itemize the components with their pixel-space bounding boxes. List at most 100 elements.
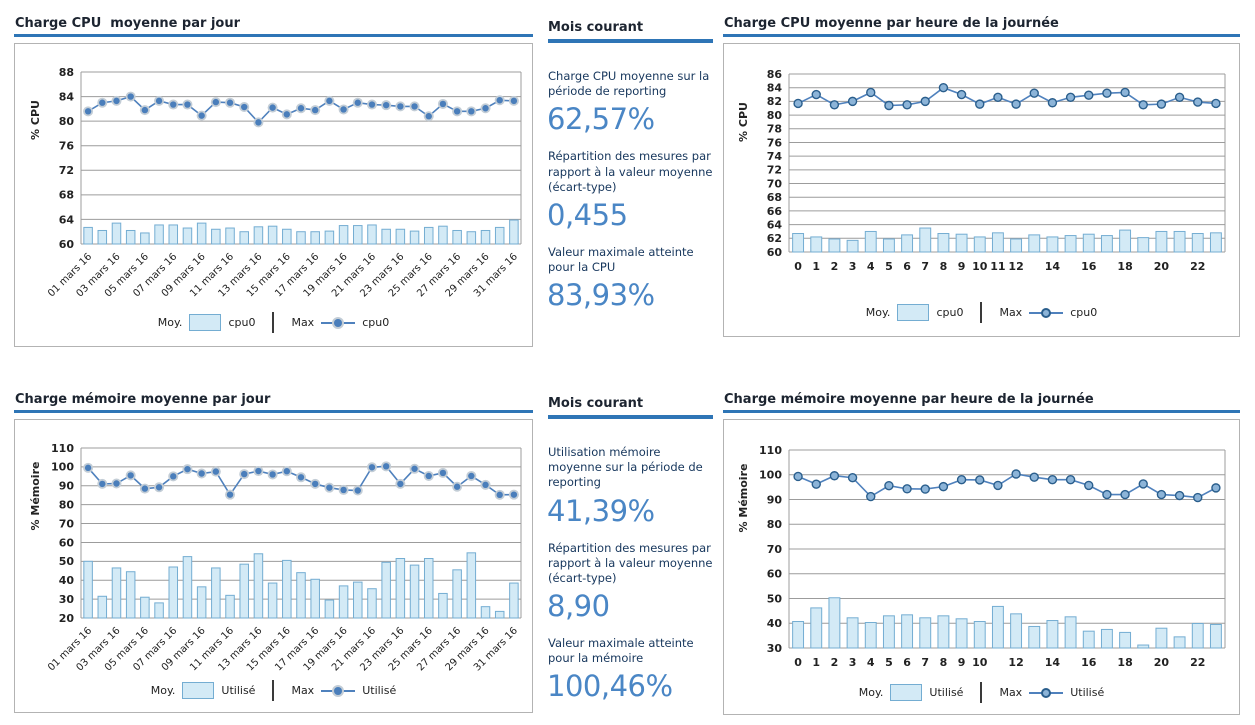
svg-text:14: 14 [1044, 656, 1060, 669]
legend-bar-swatch [182, 682, 215, 699]
legend-bar-swatch [890, 684, 923, 701]
svg-text:16: 16 [1081, 656, 1097, 669]
legend-max-series: Utilisé [362, 684, 397, 697]
svg-text:60: 60 [766, 568, 782, 581]
legend-avg-prefix: Moy. [157, 316, 183, 329]
legend-line-marker [321, 684, 356, 697]
svg-text:86: 86 [766, 68, 782, 81]
legend-avg-series: cpu0 [936, 306, 964, 319]
stat-label: Répartition des mesures par rapport à la… [548, 540, 713, 585]
legend-marker-dot [334, 318, 343, 327]
legend-marker-dot [1041, 687, 1052, 698]
svg-text:72: 72 [58, 164, 73, 177]
stat-label: Répartition des mesures par rapport à la… [548, 149, 713, 194]
svg-text:22: 22 [1190, 260, 1205, 273]
stat-value: 100,46% [547, 669, 673, 704]
svg-text:60: 60 [766, 246, 782, 259]
legend-marker-dot [1041, 307, 1052, 318]
svg-text:40: 40 [766, 617, 782, 630]
cpu-daily-chart: 60 64 68 72 76 80 84 88% CPU 01 mars 16 03 mars 1… [14, 43, 533, 347]
svg-text:20: 20 [1153, 656, 1169, 669]
chart-title: Charge CPU moyenne par jour [15, 16, 240, 31]
svg-text:5: 5 [885, 656, 893, 669]
legend-line-marker [1029, 686, 1064, 699]
svg-text:30: 30 [766, 642, 782, 655]
svg-text:7: 7 [921, 260, 929, 273]
title-underline [723, 34, 1240, 37]
legend-divider [980, 302, 983, 323]
svg-text:4: 4 [866, 656, 874, 669]
svg-text:7: 7 [921, 656, 929, 669]
svg-text:% CPU: % CPU [29, 100, 42, 140]
svg-text:76: 76 [766, 136, 782, 149]
legend-bar-swatch [897, 304, 930, 321]
svg-text:3: 3 [848, 260, 856, 273]
svg-text:10: 10 [972, 656, 988, 669]
svg-text:12: 12 [1008, 260, 1023, 273]
svg-text:64: 64 [58, 213, 74, 226]
legend-line-marker [1029, 306, 1064, 319]
panel-underline [548, 415, 713, 419]
legend-max-series: Utilisé [1070, 686, 1105, 699]
svg-text:70: 70 [766, 543, 782, 556]
svg-text:6: 6 [903, 656, 911, 669]
legend-avg-series: Utilisé [929, 686, 964, 699]
stat-label: Valeur maximale atteinte pour la mémoire [548, 636, 694, 666]
panel-header: Mois courant [548, 20, 644, 35]
svg-text:60: 60 [58, 536, 74, 549]
svg-text:5: 5 [885, 260, 893, 273]
stats-panel-cpu: Mois courant Charge CPU moyenne sur la p… [547, 20, 713, 325]
svg-text:4: 4 [866, 260, 874, 273]
chart-title: Charge CPU moyenne par heure de la journ… [724, 16, 1059, 31]
svg-text:70: 70 [766, 177, 782, 190]
svg-text:110: 110 [51, 442, 74, 455]
svg-text:84: 84 [58, 90, 74, 103]
stat-label: Charge CPU moyenne sur la période de rep… [548, 69, 710, 99]
legend-avg-series: Utilisé [221, 684, 256, 697]
title-underline [723, 410, 1240, 413]
svg-text:6: 6 [903, 260, 911, 273]
stat-value: 0,455 [547, 197, 628, 232]
legend-divider [272, 312, 275, 333]
svg-text:80: 80 [58, 499, 74, 512]
svg-text:8: 8 [939, 656, 947, 669]
svg-text:50: 50 [766, 592, 782, 605]
memory-hourly-section: Charge mémoire moyenne par heure de la j… [723, 392, 1240, 715]
cpu-daily-section: Charge CPU moyenne par jour 60 64 68 72 76 80… [14, 16, 533, 347]
svg-text:110: 110 [759, 444, 782, 457]
svg-text:80: 80 [766, 518, 782, 531]
memory-daily-chart: 20 30 40 50 60 70 80 90 100 110% Mémoire 01 mars 1… [14, 419, 533, 713]
svg-text:2: 2 [830, 656, 838, 669]
svg-text:0: 0 [794, 260, 802, 273]
svg-text:1: 1 [812, 656, 820, 669]
svg-text:70: 70 [58, 517, 74, 530]
legend-max-prefix: Max [291, 316, 315, 329]
svg-text:22: 22 [1190, 656, 1205, 669]
svg-text:60: 60 [58, 238, 74, 251]
legend-divider [980, 682, 983, 703]
legend-max-prefix: Max [999, 306, 1023, 319]
svg-text:3: 3 [848, 656, 856, 669]
chart-title: Charge mémoire moyenne par jour [15, 392, 271, 407]
svg-text:9: 9 [957, 260, 965, 273]
legend-avg-prefix: Moy. [865, 306, 891, 319]
svg-text:% Mémoire: % Mémoire [29, 462, 42, 531]
svg-text:% Mémoire: % Mémoire [737, 464, 750, 533]
stat-label: Utilisation mémoire moyenne sur la pério… [548, 445, 703, 490]
legend-avg-series: cpu0 [228, 316, 256, 329]
svg-text:50: 50 [58, 555, 74, 568]
legend-marker-dot [334, 686, 343, 695]
legend-max-series: cpu0 [362, 316, 390, 329]
svg-text:40: 40 [58, 574, 74, 587]
svg-text:30: 30 [58, 593, 74, 606]
stat-value: 41,39% [547, 493, 655, 528]
svg-text:12: 12 [1008, 656, 1023, 669]
svg-text:1: 1 [812, 260, 820, 273]
svg-text:0: 0 [794, 656, 802, 669]
svg-text:18: 18 [1117, 260, 1132, 273]
cpu-hourly-section: Charge CPU moyenne par heure de la journ… [723, 16, 1240, 337]
